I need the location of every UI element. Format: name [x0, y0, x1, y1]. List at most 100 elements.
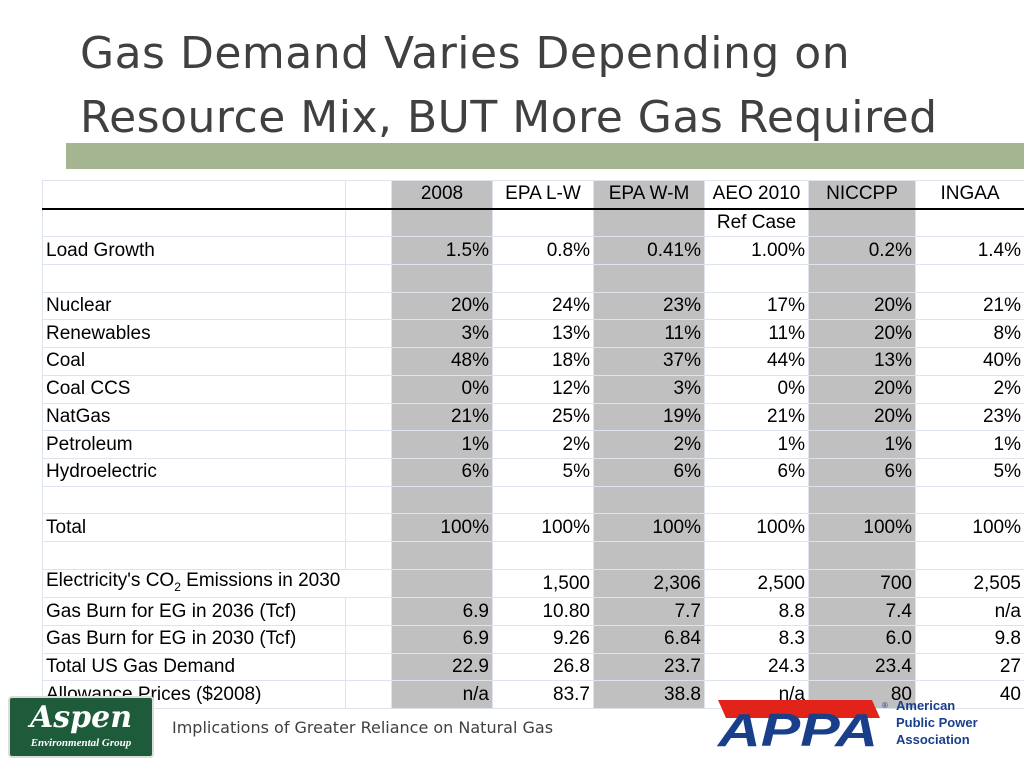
row-label: Load Growth — [42, 236, 346, 266]
table-cell: 1% — [391, 430, 493, 459]
row-label — [42, 208, 346, 238]
table-row: Electricity's CO2 Emissions in 2030 1,50… — [42, 568, 1024, 599]
table-row: Coal CCS 0% 12% 3% 0% 20% 2% — [42, 374, 1024, 404]
table-cell: 44% — [704, 347, 809, 376]
spacer-cell — [345, 457, 392, 487]
table-cell: 10.80 — [492, 597, 594, 627]
table-cell: 1.00% — [704, 236, 809, 266]
row-label: Total — [42, 513, 346, 542]
table-cell: 13% — [492, 319, 594, 349]
spacer-cell — [345, 597, 392, 627]
resource-mix-table: 2008 EPA L-W EPA W-M AEO 2010 NICCPP ING… — [42, 179, 1024, 710]
table-cell: 1,500 — [492, 568, 594, 599]
table-cell: 11% — [704, 319, 809, 349]
table-cell: 6.9 — [391, 625, 493, 654]
table-row: Ref Case — [42, 208, 1024, 238]
table-cell: 6.0 — [808, 625, 916, 654]
row-label: Hydroelectric — [42, 457, 346, 487]
table-cell: 48% — [391, 347, 493, 376]
table-cell: 9.26 — [492, 625, 594, 654]
table-row: Total 100% 100% 100% 100% 100% 100% — [42, 513, 1024, 542]
table-cell — [915, 264, 1024, 293]
table-cell — [808, 540, 916, 570]
spacer-cell — [345, 264, 392, 293]
table-row: NatGas 21% 25% 19% 21% 20% 23% — [42, 402, 1024, 432]
spacer-cell — [345, 430, 392, 459]
header-label-cell — [42, 179, 346, 210]
column-header: 2008 — [391, 179, 493, 210]
table-cell: n/a — [915, 597, 1024, 627]
table-cell: 22.9 — [391, 652, 493, 682]
table-cell: 100% — [492, 513, 594, 542]
table-cell — [492, 208, 594, 238]
spacer-cell — [345, 485, 392, 515]
table-cell: 20% — [808, 402, 916, 432]
table-cell: 1% — [704, 430, 809, 459]
table-cell: 2,500 — [704, 568, 809, 599]
row-label: Total US Gas Demand — [42, 652, 346, 682]
table-cell: 2,306 — [593, 568, 705, 599]
table-row — [42, 540, 1024, 570]
table-cell: 20% — [391, 291, 493, 321]
column-header: NICCPP — [808, 179, 916, 210]
table-row — [42, 264, 1024, 293]
spacer-cell — [345, 513, 392, 542]
row-label-text: Electricity's CO — [46, 569, 175, 591]
column-header: EPA L-W — [492, 179, 594, 210]
spacer-cell — [345, 680, 392, 710]
aspen-logo-subtitle: Environmental Group — [30, 737, 132, 749]
row-label: Gas Burn for EG in 2030 (Tcf) — [42, 625, 346, 654]
table-cell: 100% — [808, 513, 916, 542]
spacer-cell — [345, 652, 392, 682]
table-cell: 21% — [915, 291, 1024, 321]
spacer-cell — [345, 208, 392, 238]
table-cell: 40% — [915, 347, 1024, 376]
table-cell: 20% — [808, 319, 916, 349]
table-cell — [915, 540, 1024, 570]
table-cell: 1% — [808, 430, 916, 459]
header-spacer-cell — [345, 179, 392, 210]
svg-text:®: ® — [882, 701, 888, 710]
spacer-cell — [345, 540, 392, 570]
table-cell: 1.5% — [391, 236, 493, 266]
row-label: Gas Burn for EG in 2036 (Tcf) — [42, 597, 346, 627]
table-cell — [593, 264, 705, 293]
table-cell: 100% — [391, 513, 493, 542]
table-cell — [492, 264, 594, 293]
table-cell: 25% — [492, 402, 594, 432]
table-cell: 18% — [492, 347, 594, 376]
table-cell: 23% — [915, 402, 1024, 432]
table-cell: 12% — [492, 374, 594, 404]
table-cell: 13% — [808, 347, 916, 376]
table-row: Renewables 3% 13% 11% 11% 20% 8% — [42, 319, 1024, 349]
table-row: Nuclear 20% 24% 23% 17% 20% 21% — [42, 291, 1024, 321]
spacer-cell — [345, 291, 392, 321]
table-cell: 8% — [915, 319, 1024, 349]
table-header-row: 2008 EPA L-W EPA W-M AEO 2010 NICCPP ING… — [42, 179, 1024, 210]
table-cell: 20% — [808, 374, 916, 404]
table-cell: 27 — [915, 652, 1024, 682]
spacer-cell — [345, 319, 392, 349]
table-cell — [492, 485, 594, 515]
footer-text: Implications of Greater Reliance on Natu… — [172, 718, 554, 737]
table-cell — [808, 264, 916, 293]
table-cell: 83.7 — [492, 680, 594, 710]
table-cell: 17% — [704, 291, 809, 321]
table-cell: 6% — [593, 457, 705, 487]
table-cell: 7.7 — [593, 597, 705, 627]
table-cell: 8.3 — [704, 625, 809, 654]
column-header: AEO 2010 — [704, 179, 809, 210]
table-cell: 6% — [808, 457, 916, 487]
table-cell: 0% — [391, 374, 493, 404]
table-cell: 37% — [593, 347, 705, 376]
table-cell — [808, 485, 916, 515]
table-cell — [391, 540, 493, 570]
table-cell — [492, 540, 594, 570]
table-cell: 24% — [492, 291, 594, 321]
table-cell: 23.7 — [593, 652, 705, 682]
table-row: Gas Burn for EG in 2030 (Tcf) 6.9 9.26 6… — [42, 625, 1024, 654]
table-cell: 8.8 — [704, 597, 809, 627]
spacer-cell — [345, 625, 392, 654]
title-accent-bar — [66, 143, 1024, 169]
table-cell: 700 — [808, 568, 916, 599]
